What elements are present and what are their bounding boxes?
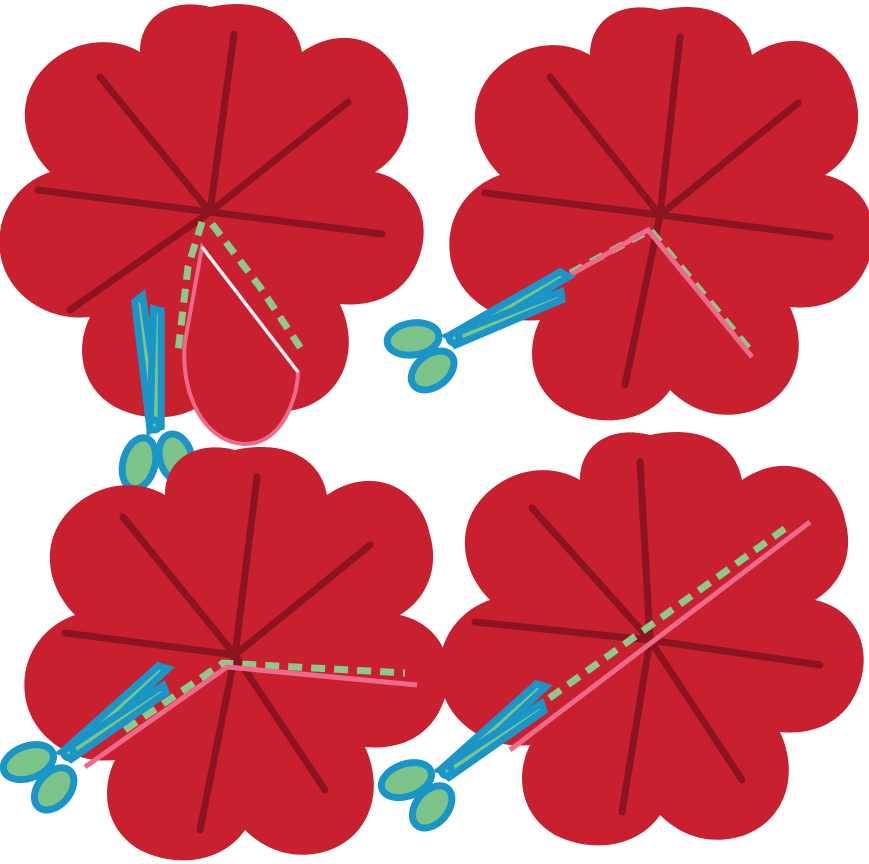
step-2 bbox=[381, 7, 869, 421]
flower-creases bbox=[481, 33, 834, 389]
dashed-fold-line bbox=[209, 221, 305, 352]
cut-line bbox=[83, 664, 418, 770]
flower-creases bbox=[471, 458, 824, 816]
cut-line bbox=[508, 520, 812, 752]
step-1 bbox=[0, 4, 424, 504]
step-4 bbox=[366, 432, 864, 845]
cut-gap bbox=[200, 246, 300, 373]
cut-wedge bbox=[182, 242, 301, 447]
dashed-fold-line bbox=[123, 659, 406, 733]
dashed-fold-line bbox=[509, 522, 793, 728]
step-3 bbox=[0, 447, 449, 861]
flower-creases bbox=[34, 30, 386, 314]
flower-creases bbox=[61, 473, 374, 834]
dashed-fold-line bbox=[174, 220, 206, 353]
